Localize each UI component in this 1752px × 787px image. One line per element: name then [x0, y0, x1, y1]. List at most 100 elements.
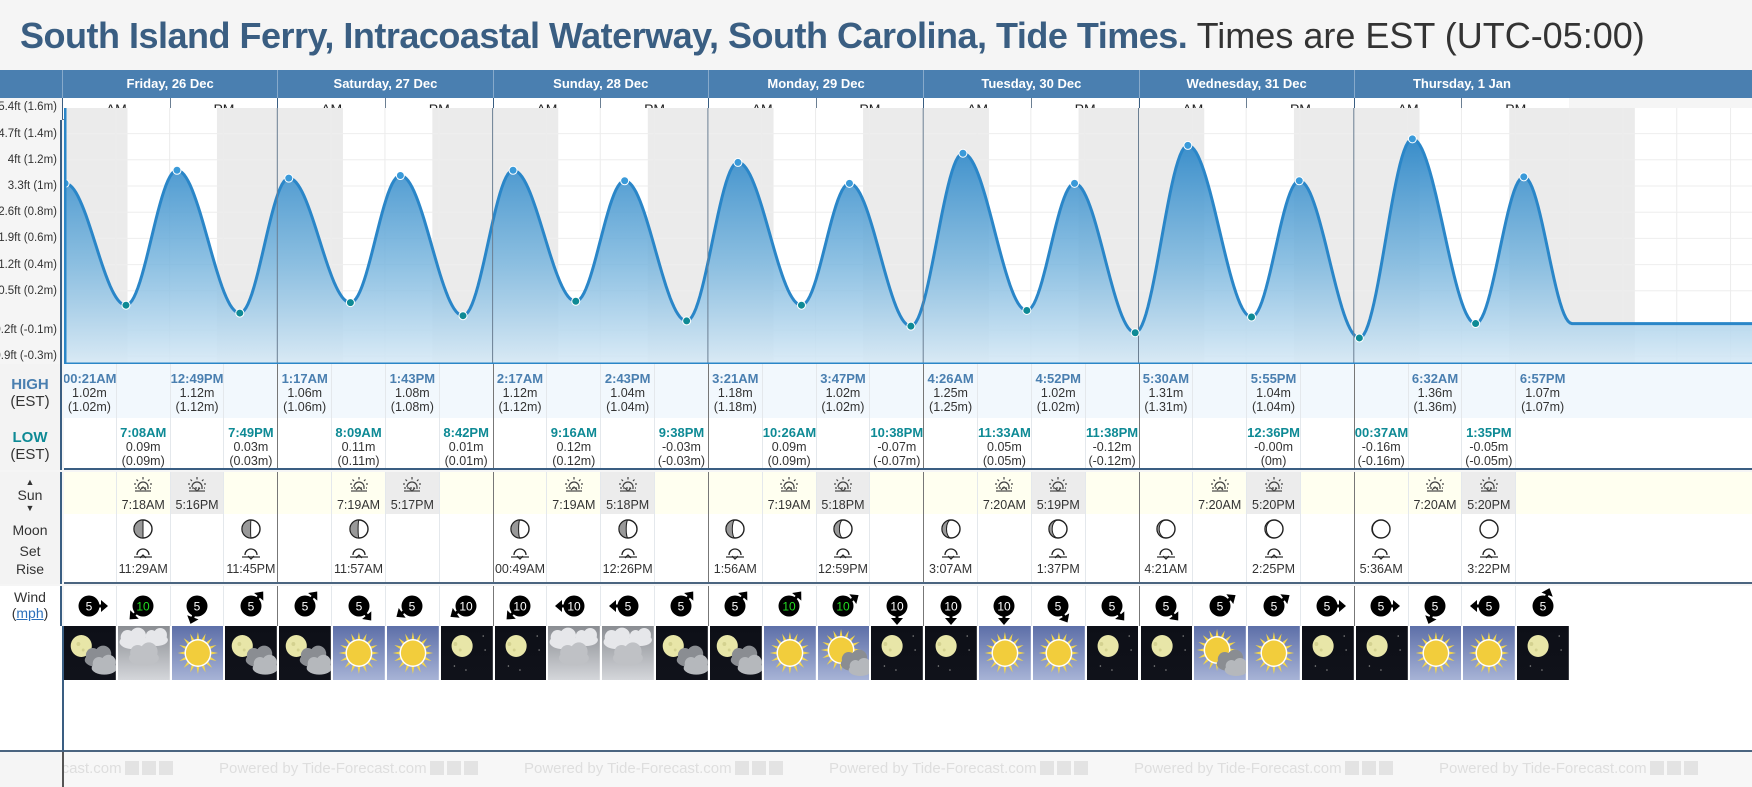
moon-cell: 1:37PM — [1030, 514, 1085, 582]
wind-speed: 10 — [137, 600, 151, 614]
sun-time: 5:17PM — [390, 497, 434, 512]
tide-height: 1.18m — [717, 386, 753, 400]
tide-height-alt: (1.02m) — [67, 400, 111, 414]
low-tide-point — [1471, 319, 1481, 329]
sun-cell: 7:20AM — [977, 472, 1031, 514]
night-clear-icon — [1353, 626, 1408, 680]
wind-speed: 10 — [836, 600, 850, 614]
low-tide-point — [121, 300, 131, 310]
day-header-bar: Friday, 26 Dec Saturday, 27 Dec Sunday, 28… — [0, 70, 1752, 98]
tide-height: 1.02m — [72, 386, 107, 400]
sun-cell — [64, 472, 116, 514]
tide-time: 5:30AM — [1142, 371, 1190, 386]
tide-height: 0.09m — [125, 440, 161, 454]
wind-cell: 5 — [331, 586, 385, 626]
wind-direction-icon: 5 — [294, 591, 318, 617]
high-tide-cell — [977, 364, 1031, 418]
wind-row: 5 10 5 5 5 5 5 10 10 10 5 5 5 10 10 10 10 10 5 5 5 5 5 5 5 5 5 5 — [64, 586, 1752, 626]
timezone-note: Times are EST (UTC-05:00) — [1196, 15, 1645, 56]
wind-cell: 5 — [1030, 586, 1085, 626]
tide-height: -0.07m — [877, 440, 917, 454]
tide-height-alt: (1.18m) — [713, 400, 757, 414]
tide-time: 7:08AM — [120, 425, 167, 440]
sun-cell: 7:19AM — [331, 472, 385, 514]
moon-cell — [761, 514, 816, 582]
sun-cell — [923, 472, 977, 514]
sunrise-icon — [1426, 476, 1445, 492]
wind-speed: 10 — [513, 600, 527, 614]
night-clear-icon — [923, 626, 977, 680]
y-tick-label: -0.2ft (-0.1m) — [0, 324, 57, 337]
low-tide-point — [458, 311, 468, 321]
tide-height: -0.16m — [1361, 440, 1401, 454]
moon-time: 5:36AM — [1359, 562, 1403, 576]
day-header: Saturday, 27 Dec — [277, 70, 492, 98]
wind-speed: 5 — [86, 600, 93, 614]
wind-direction-icon: 10 — [832, 594, 859, 617]
watermark-logo-icon — [1073, 761, 1088, 775]
wind-speed: 5 — [1216, 600, 1223, 614]
wind-unit-link[interactable]: mph — [16, 605, 44, 621]
sunny-icon — [169, 626, 224, 680]
watermark-text: Powered by Tide-Forecast.com — [524, 760, 783, 777]
moon-time: 1:37PM — [1036, 562, 1080, 576]
low-tide-cell — [1299, 418, 1354, 468]
weather-row — [64, 626, 1752, 680]
low-tide-cell — [384, 418, 439, 468]
high-tide-cell — [654, 364, 708, 418]
tide-height: 1.04m — [1256, 386, 1291, 400]
moon-cell — [1192, 514, 1246, 582]
cloudy-icon — [115, 626, 170, 680]
moonset-icon — [349, 548, 368, 559]
moon-time: 11:57AM — [333, 562, 384, 576]
moonrise-icon — [726, 548, 745, 560]
tide-time: 2:17AM — [496, 371, 544, 386]
sun-cell: 7:20AM — [1407, 472, 1462, 514]
low-tide-point — [1247, 312, 1257, 322]
sun-time: 7:18AM — [121, 497, 165, 512]
low-tide-cell — [277, 418, 331, 468]
day-header: Sunday, 28 Dec — [492, 70, 708, 98]
watermark-logo-icon — [141, 761, 156, 775]
low-tide-cell — [64, 418, 116, 468]
wind-speed: 5 — [355, 600, 362, 614]
night-partly-cloudy-icon — [64, 626, 116, 680]
low-tide-cell: 9:38PM -0.03m (-0.03m) — [654, 418, 708, 468]
moon-cell — [277, 514, 331, 582]
wind-speed: 5 — [248, 600, 255, 614]
footer-watermark: Powered by Tide-Forecast.com Powered by T… — [62, 752, 1752, 787]
moon-time: 2:25PM — [1252, 562, 1296, 576]
night-clear-icon — [438, 626, 493, 680]
tide-chart — [64, 108, 1752, 365]
wind-direction-icon: 5 — [1316, 595, 1347, 617]
watermark-logo-icon — [1361, 761, 1376, 775]
high-tide-point — [172, 165, 182, 175]
high-tide-cell: 4:52PM 1.02m (1.02m) — [1030, 364, 1085, 418]
tide-time: 2:43PM — [604, 371, 651, 386]
high-tide-cell: 4:26AM 1.25m (1.25m) — [923, 364, 977, 418]
wind-direction-icon: 5 — [1532, 588, 1554, 617]
wind-direction-icon: 5 — [1469, 595, 1500, 617]
night-clear-icon — [1084, 626, 1139, 680]
wind-cell: 5 — [1246, 586, 1300, 626]
y-tick-label: 0.5ft (0.2m) — [0, 284, 57, 297]
wind-cell: 5 — [223, 586, 277, 626]
tide-time: 9:16AM — [550, 425, 597, 440]
tide-height-alt: (-0.16m) — [1357, 454, 1405, 468]
low-tide-cell — [1407, 418, 1462, 468]
tide-height-alt: (0.03m) — [229, 454, 273, 468]
moon-cell: 4:21AM — [1138, 514, 1193, 582]
watermark-logo-icon — [1666, 761, 1681, 775]
sun-down-arrow-icon: ▼ — [25, 503, 35, 513]
wind-cell: 5 — [707, 586, 762, 626]
sunrise-icon — [1210, 476, 1229, 492]
wind-direction-icon: 5 — [1209, 594, 1236, 617]
y-tick-label: 4.7ft (1.4m) — [0, 127, 57, 140]
sun-time: 5:19PM — [1036, 497, 1080, 512]
moon-cell: 12:26PM — [600, 514, 654, 582]
high-tide-cell — [1461, 364, 1515, 418]
low-tide-cell — [1192, 418, 1246, 468]
wind-direction-icon: 5 — [608, 595, 639, 617]
wind-direction-icon: 5 — [1263, 594, 1290, 617]
high-title: HIGH — [11, 376, 49, 393]
